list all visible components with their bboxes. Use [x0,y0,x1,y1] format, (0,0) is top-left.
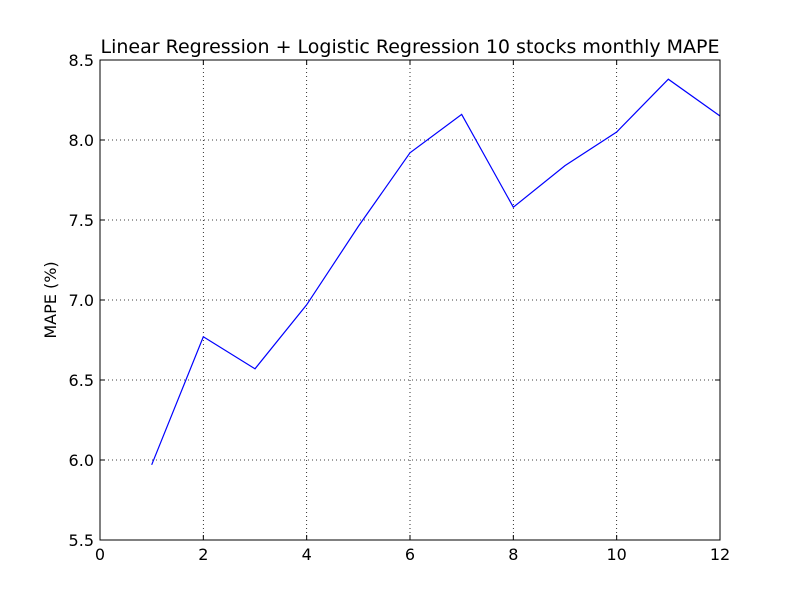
y-tick-label: 5.5 [69,531,94,550]
x-tick-label: 2 [198,545,208,564]
x-tick-label: 6 [405,545,415,564]
y-tick-label: 8.0 [69,131,94,150]
series-line-0 [151,78,721,466]
y-tick-label: 8.5 [69,51,94,70]
ticks [99,59,721,541]
y-axis-label: MAPE (%) [41,261,60,338]
y-tick-label: 7.5 [69,211,94,230]
y-tick-label: 6.0 [69,451,94,470]
y-tick-label: 6.5 [69,371,94,390]
y-tick-label: 7.0 [69,291,94,310]
series-layer [151,78,721,466]
x-tick-label: 4 [302,545,312,564]
chart-title: Linear Regression + Logistic Regression … [101,36,720,58]
x-tick-label: 0 [95,545,105,564]
grid [100,60,720,540]
x-tick-label: 8 [508,545,518,564]
tick-labels: 0 2 4 6 8 10 12 5.5 6.0 6.5 7.0 7.5 8.0 8.5 [69,51,731,564]
x-tick-label: 12 [710,545,730,564]
x-tick-label: 10 [606,545,626,564]
